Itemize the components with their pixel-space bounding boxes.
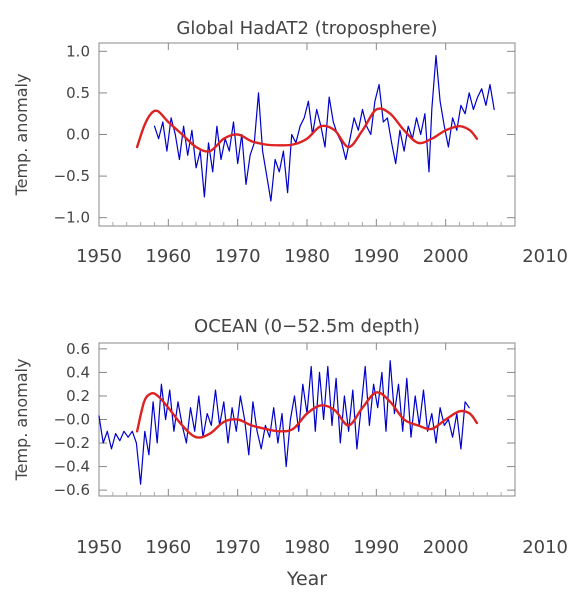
x-tick-label: 1990 [353,537,399,558]
x-tick-label: 1960 [145,246,191,267]
panel-1-series [135,54,495,202]
y-tick-label: 0.0 [66,126,90,144]
x-tick-label: 1950 [76,246,122,267]
smoothed-series-line [135,391,479,439]
y-tick-label: −0.5 [54,167,90,185]
x-tick-label: 1950 [76,537,122,558]
y-tick-label: −0.4 [54,458,90,476]
monthly-series-line [153,54,495,202]
smoothed-series-line [135,107,479,153]
y-tick-label: 0.6 [66,340,90,358]
x-tick-label: 1970 [215,246,261,267]
panel-1-y-ticks: −1.0 −0.5 0.0 0.5 1.0 [54,42,515,227]
panel-2-title: OCEAN (0−52.5m depth) [194,316,420,337]
x-tick-label: 1980 [284,246,330,267]
y-tick-label: −0.6 [54,481,90,499]
panel-1-minor-ticks [112,222,502,226]
x-tick-label: 2000 [423,246,469,267]
y-tick-label: −0.2 [54,434,90,452]
x-tick-label: 1990 [353,246,399,267]
panel-1-x-ticks: 1950 1960 1970 1980 1990 2000 2010 [76,43,568,267]
x-tick-label: 1970 [215,537,261,558]
y-tick-label: 1.0 [66,42,90,60]
panel-1-plot-frame [98,42,516,227]
x-axis-label: Year [286,568,327,590]
x-tick-label: 1960 [145,537,191,558]
panel-1-y-axis-label: Temp. anomaly [12,74,31,197]
panel-2-plot-frame [98,342,516,497]
monthly-series-line [98,360,470,485]
x-tick-label: 2010 [522,246,568,267]
panel-2-y-ticks: −0.6 −0.4 −0.2 −0.0 0.2 0.4 0.6 [54,340,515,499]
y-tick-label: −0.0 [54,411,90,429]
y-tick-label: 0.4 [66,363,90,381]
panel-2-x-ticks: 1950 1960 1970 1980 1990 2000 2010 [76,343,568,558]
panel-2-y-axis-label: Temp. anomaly [12,359,31,482]
panel-1-title: Global HadAT2 (troposphere) [176,18,437,39]
panel-2-minor-ticks [112,492,502,496]
x-tick-label: 2010 [522,537,568,558]
y-tick-label: 0.5 [66,84,90,102]
x-tick-label: 2000 [423,537,469,558]
panel-troposphere: Global HadAT2 (troposphere) Temp. anomal… [12,18,568,267]
y-tick-label: −1.0 [54,209,90,227]
x-tick-label: 1980 [284,537,330,558]
panel-ocean: OCEAN (0−52.5m depth) Temp. anomaly −0.6… [12,316,568,590]
y-tick-label: 0.2 [66,387,90,405]
panel-2-series [98,360,479,485]
